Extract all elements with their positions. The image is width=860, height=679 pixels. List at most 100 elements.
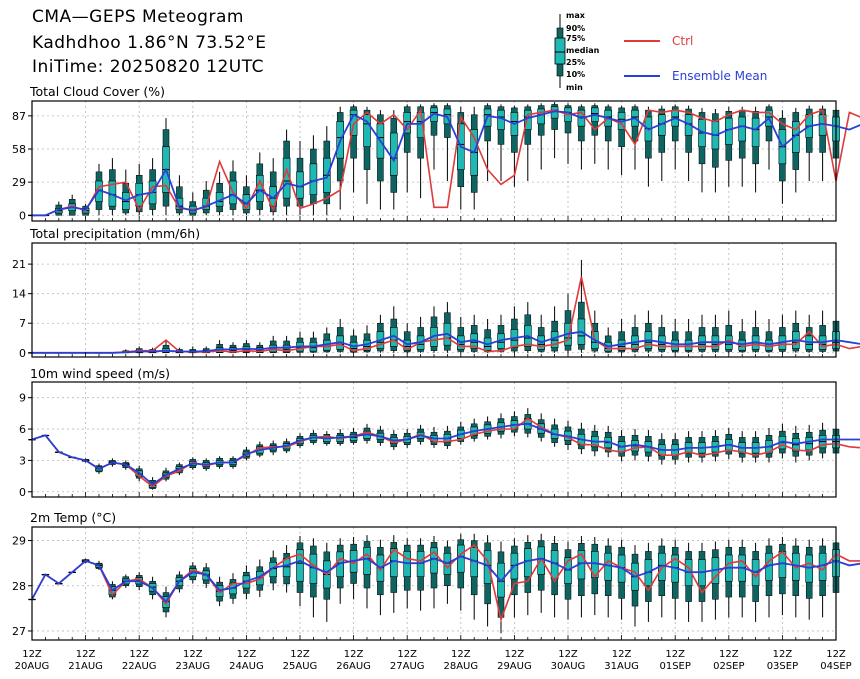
ensemble-box (671, 539, 680, 620)
legend-ctrl-label: Ctrl (672, 34, 693, 48)
panel-title-cloud: Total Cloud Cover (%) (29, 84, 165, 99)
x-tick-label-date: 29AUG (497, 661, 532, 672)
ensemble-box (282, 545, 291, 593)
x-tick-label-hour: 12Z (129, 649, 149, 660)
ensemble-box (550, 306, 559, 353)
ensemble-box (483, 535, 492, 627)
ctrl-line (31, 417, 860, 488)
ensemble-box (523, 408, 532, 438)
panel-title-temp: 2m Temp (°C) (30, 510, 116, 525)
ensemble-box (564, 293, 572, 353)
panel-temp: 2m Temp (°C) 27 28 29 (12, 510, 860, 641)
ensemble-box (738, 106, 747, 187)
x-tick-label-hour: 12Z (290, 649, 310, 660)
panel-title-precip: Total precipitation (mm/6h) (29, 226, 200, 241)
ensemble-box (376, 110, 385, 210)
ensemble-box (470, 533, 479, 620)
y-tick-label: 58 (12, 143, 26, 156)
y-tick-label: 14 (12, 288, 26, 301)
header: CMA—GEPS Meteogram Kadhdhoo 1.86°N 73.52… (0, 0, 860, 100)
ensemble-box (497, 314, 505, 353)
x-tick-label-date: 31AUG (604, 661, 639, 672)
x-tick-label-date: 27AUG (390, 661, 425, 672)
ensemble-box (644, 106, 653, 187)
legend-box-label: max (566, 11, 586, 20)
y-tick-label: 0 (19, 347, 26, 360)
ensemble-box (309, 331, 318, 353)
x-tick-label-hour: 12Z (612, 649, 632, 660)
ensemble-box (644, 310, 653, 353)
ensemble-box (765, 319, 773, 353)
ensemble-box (617, 105, 626, 176)
ensemble-box (456, 316, 465, 353)
ensemble-box (456, 533, 465, 611)
ensemble-box (376, 314, 385, 353)
ensemble-box (724, 539, 733, 618)
legend-box-label: 90% (566, 24, 585, 33)
ensemble-box (162, 118, 170, 216)
ensemble-box (322, 542, 331, 622)
ensemble-box (68, 194, 76, 216)
ensemble-box (430, 536, 438, 609)
ensemble-box (671, 104, 680, 170)
y-tick-label: 6 (19, 423, 26, 436)
legend-box-label: median (566, 46, 600, 55)
ensemble-box (617, 539, 626, 620)
ensemble-box (108, 158, 117, 216)
x-tick-label-hour: 12Z (558, 649, 578, 660)
ensemble-mean-line (31, 422, 860, 486)
ensemble-box (631, 545, 639, 627)
y-tick-label: 3 (19, 454, 26, 467)
y-tick-label: 0 (19, 486, 26, 499)
legend-box-label: 25% (566, 58, 585, 67)
ensemble-box (684, 105, 693, 181)
ensemble-box (604, 104, 613, 170)
ensemble-box (577, 104, 586, 170)
ensemble-box (470, 314, 479, 353)
y-tick-label: 28 (12, 580, 26, 593)
ensemble-box (778, 536, 787, 616)
x-tick-label-hour: 12Z (665, 649, 685, 660)
ensemble-box (443, 302, 452, 353)
ensemble-box (443, 540, 452, 604)
x-tick-label-date: 03SEP (767, 661, 798, 672)
ensemble-box (376, 539, 385, 616)
x-tick-label-hour: 12Z (451, 649, 471, 660)
ensemble-box (416, 538, 425, 611)
legend: max 90%75% median 25% 10% min Ctrl Ensemble Mea… (554, 11, 767, 92)
ensemble-box (577, 536, 586, 618)
ensemble-box (430, 306, 438, 353)
ensemble-box (684, 542, 693, 622)
ensemble-box (724, 106, 733, 187)
ensemble-box (604, 538, 613, 618)
ensemble-box (657, 105, 666, 181)
x-tick-label-date: 30AUG (551, 661, 586, 672)
x-tick-label-date: 26AUG (336, 661, 371, 672)
ensemble-box (751, 542, 760, 622)
ensemble-box (336, 538, 345, 604)
ensemble-box (255, 152, 264, 216)
ensemble-box (389, 306, 398, 353)
panel-title-wind: 10m wind speed (m/s) (30, 366, 170, 381)
ensemble-box (336, 319, 345, 353)
ensemble-box (698, 107, 706, 193)
x-tick-label-hour: 12Z (826, 649, 846, 660)
x-tick-label-hour: 12Z (237, 649, 257, 660)
x-tick-label-date: 25AUG (283, 661, 318, 672)
ensemble-box (322, 327, 331, 353)
x-tick-label-date: 24AUG (229, 661, 264, 672)
x-tick-label-date: 22AUG (122, 661, 157, 672)
x-tick-label-date: 02SEP (713, 661, 744, 672)
x-tick-label-hour: 12Z (773, 649, 793, 660)
ensemble-box (483, 319, 492, 353)
y-tick-label: 21 (12, 258, 26, 271)
ensemble-box (564, 541, 572, 620)
ensemble-box (818, 538, 827, 618)
x-tick-label-date: 01SEP (659, 661, 690, 672)
x-tick-label-date: 20AUG (15, 661, 50, 672)
legend-box (554, 37, 566, 65)
ensemble-box (684, 319, 693, 353)
ensemble-box (791, 107, 800, 193)
ensemble-box (497, 104, 505, 181)
